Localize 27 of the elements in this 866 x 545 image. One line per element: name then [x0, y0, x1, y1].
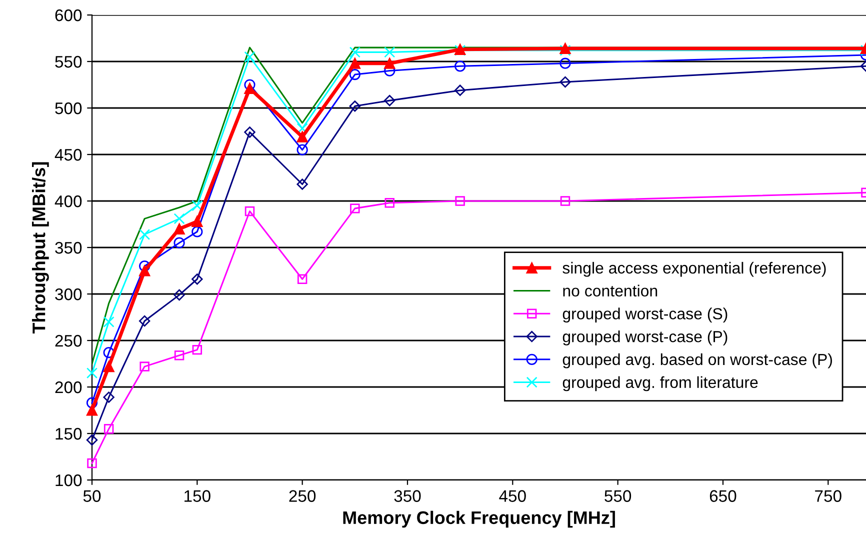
legend-label: grouped avg. from literature: [562, 376, 758, 392]
y-tick-label: 300: [55, 288, 82, 300]
y-tick-label: 350: [55, 242, 82, 254]
y-tick-label: 150: [56, 428, 82, 440]
y-tick-label: 100: [56, 474, 82, 486]
legend-label: no contention: [563, 284, 658, 297]
legend-label: grouped worst-case (S): [562, 308, 728, 323]
y-axis-title: Throughput [MBit/s]: [32, 162, 49, 334]
y-tick-label: 600: [55, 9, 82, 22]
y-tick-label: 550: [55, 56, 82, 68]
x-tick-label: 250: [289, 490, 316, 502]
x-tick-label: 650: [710, 490, 736, 502]
y-tick-label: 500: [55, 102, 82, 114]
y-tick-label: 400: [54, 195, 82, 208]
legend-label: single access exponential (reference): [562, 262, 826, 277]
x-tick-label: 750: [815, 490, 842, 502]
x-tick-label: 50: [83, 490, 101, 502]
x-axis-title: Memory Clock Frequency [MHz]: [343, 510, 615, 528]
y-tick-label: 250: [55, 334, 82, 347]
legend-label: grouped worst-case (P): [562, 330, 728, 346]
x-tick-label: 150: [184, 490, 210, 502]
y-tick-label: 450: [54, 148, 82, 161]
legend-label: grouped avg. based on worst-case (P): [562, 353, 832, 368]
x-tick-label: 350: [394, 490, 421, 502]
y-tick-label: 200: [55, 381, 82, 394]
x-tick-label: 550: [604, 490, 632, 502]
x-tick-label: 450: [499, 490, 526, 502]
